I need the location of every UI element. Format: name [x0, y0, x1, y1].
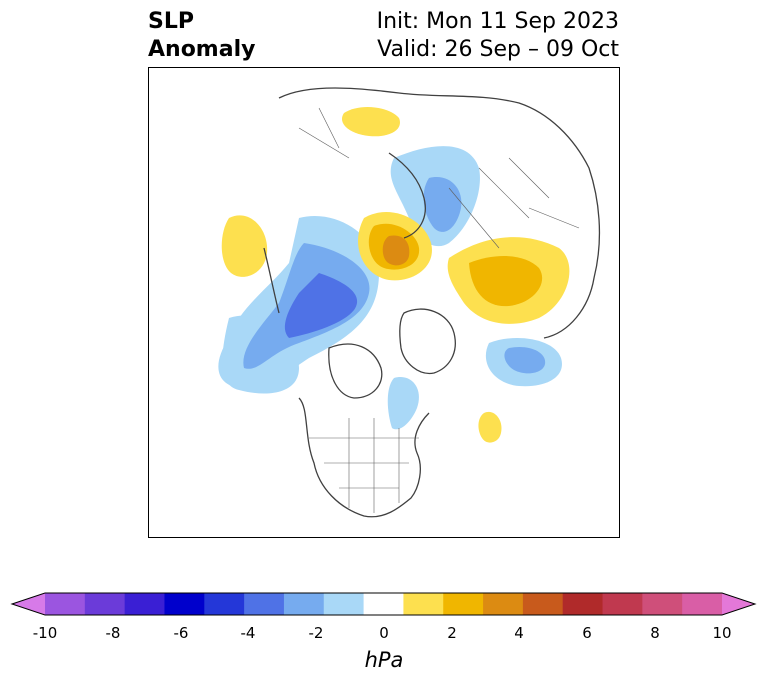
- colorbar-unit: hPa: [364, 648, 404, 672]
- scandinavia-coast: [388, 152, 426, 239]
- colorbar-tick: 10: [712, 624, 732, 642]
- negative-anomaly-atlantic-mid: [504, 346, 546, 374]
- coastlines: [263, 87, 601, 518]
- colorbar-segment: [323, 593, 365, 615]
- alaska-coast: [263, 247, 280, 314]
- colorbar: [0, 585, 768, 625]
- north-america-coast: [298, 397, 430, 518]
- colorbar-segment: [562, 593, 604, 615]
- colorbar-extend-low: [12, 593, 45, 615]
- colorbar-tick: -10: [32, 624, 58, 642]
- negative-anomaly-labrador: [387, 377, 419, 430]
- eurasia-coast: [278, 87, 601, 339]
- title-line-1: SLP: [148, 9, 194, 34]
- slp-anomaly-map: [148, 67, 620, 538]
- colorbar-segment: [204, 593, 245, 615]
- anomaly-fill: [218, 106, 570, 443]
- positive-anomaly-arctic-core: [382, 235, 410, 266]
- colorbar-segment: [283, 593, 325, 615]
- colorbar-segment: [84, 593, 126, 615]
- colorbar-segment: [602, 593, 643, 615]
- colorbar-tick: 0: [379, 624, 389, 642]
- date-info: Init: Mon 11 Sep 2023 Valid: 26 Sep – 09…: [377, 8, 619, 64]
- colorbar-tick: 2: [447, 624, 457, 642]
- colorbar-segment: [164, 593, 205, 615]
- colorbar-segment: [363, 593, 404, 615]
- country-borders: [298, 107, 580, 513]
- colorbar-tick: -4: [240, 624, 256, 642]
- colorbar-segment: [522, 593, 564, 615]
- map-title: SLP Anomaly: [148, 8, 255, 64]
- colorbar-tick: 8: [650, 624, 660, 642]
- positive-anomaly-eurasia-mid: [469, 256, 543, 307]
- positive-anomaly-north-atlantic: [478, 411, 502, 443]
- colorbar-extend-high: [722, 593, 755, 615]
- colorbar-segment: [45, 593, 86, 615]
- colorbar-segment: [403, 593, 444, 615]
- colorbar-segment: [443, 593, 484, 615]
- negative-anomaly-russia-mid: [423, 177, 462, 232]
- colorbar-segment: [244, 593, 285, 615]
- init-date: Init: Mon 11 Sep 2023: [376, 9, 619, 34]
- hudson-bay-coast: [328, 343, 383, 399]
- colorbar-segment: [124, 593, 165, 615]
- colorbar-tick: 6: [582, 624, 592, 642]
- colorbar-outline: [10, 592, 757, 616]
- positive-anomaly-bering: [221, 215, 268, 277]
- colorbar-segment: [682, 593, 723, 615]
- title-line-2: Anomaly: [148, 37, 256, 62]
- map-canvas: [218, 87, 601, 518]
- negative-anomaly-canada-core: [284, 273, 358, 338]
- colorbar-segment: [483, 593, 524, 615]
- colorbar-tick: -8: [105, 624, 121, 642]
- colorbar-tick: 4: [514, 624, 524, 642]
- positive-anomaly-scandinavia: [341, 106, 400, 137]
- colorbar-segment: [642, 593, 683, 615]
- greenland-coast: [399, 308, 456, 375]
- colorbar-graphic: [10, 592, 757, 616]
- colorbar-tick: -2: [308, 624, 324, 642]
- valid-range: Valid: 26 Sep – 09 Oct: [377, 37, 619, 62]
- colorbar-tick: -6: [173, 624, 189, 642]
